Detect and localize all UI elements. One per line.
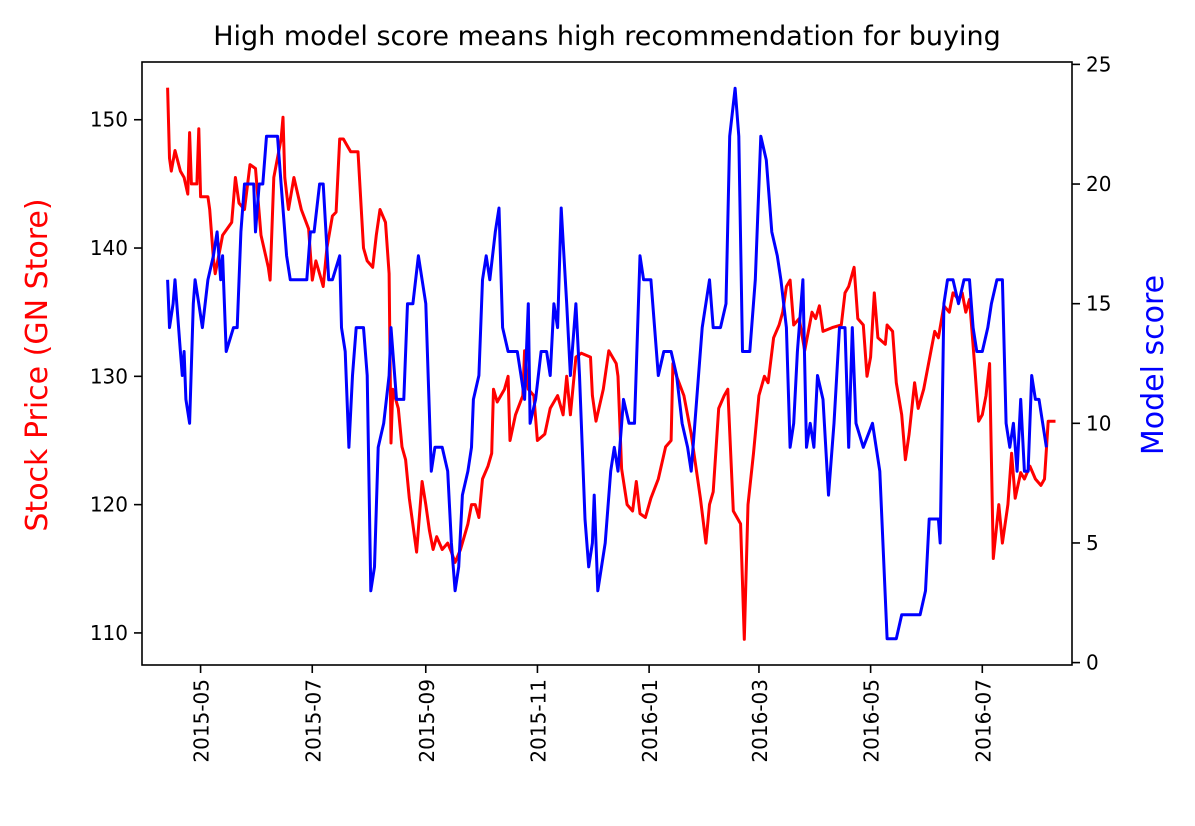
y-axis-right: 0 5 10 15 20 25 <box>1072 52 1111 675</box>
y-right-tick-label: 5 <box>1086 531 1099 555</box>
y-left-tick-label: 130 <box>90 364 128 388</box>
y-right-tick-label: 15 <box>1086 292 1111 316</box>
x-axis: 2015-05 2015-07 2015-09 2015-11 2016-01 2016-… <box>190 665 995 763</box>
x-tick-label: 2015-07 <box>301 679 325 763</box>
x-tick-label: 2016-05 <box>860 679 884 763</box>
y-right-tick-label: 10 <box>1086 411 1111 435</box>
x-tick-label: 2015-11 <box>526 679 550 763</box>
y-left-tick-label: 150 <box>90 108 128 132</box>
x-tick-label: 2016-03 <box>748 679 772 763</box>
x-tick-label: 2015-09 <box>415 679 439 763</box>
series-line-stock-price <box>166 87 1056 641</box>
y-right-tick-label: 25 <box>1086 52 1111 76</box>
y-left-tick-label: 120 <box>90 493 128 517</box>
y-right-tick-label: 0 <box>1086 651 1099 675</box>
chart-title: High model score means high recommendati… <box>213 21 1001 52</box>
y-left-tick-label: 110 <box>90 621 128 645</box>
plot-lines <box>166 86 1056 641</box>
x-tick-label: 2016-01 <box>638 679 662 763</box>
y-right-tick-label: 20 <box>1086 172 1111 196</box>
plot-frame <box>141 61 1073 666</box>
y-axis-right-label: Model score <box>1136 275 1171 455</box>
y-axis-left-label: Stock Price (GN Store) <box>20 198 55 531</box>
x-tick-label: 2016-07 <box>971 679 995 763</box>
series-line-model-score <box>166 86 1048 641</box>
y-axis-left: 110 120 130 140 150 <box>90 108 142 645</box>
y-left-tick-label: 140 <box>90 236 128 260</box>
x-tick-label: 2015-05 <box>190 679 214 763</box>
